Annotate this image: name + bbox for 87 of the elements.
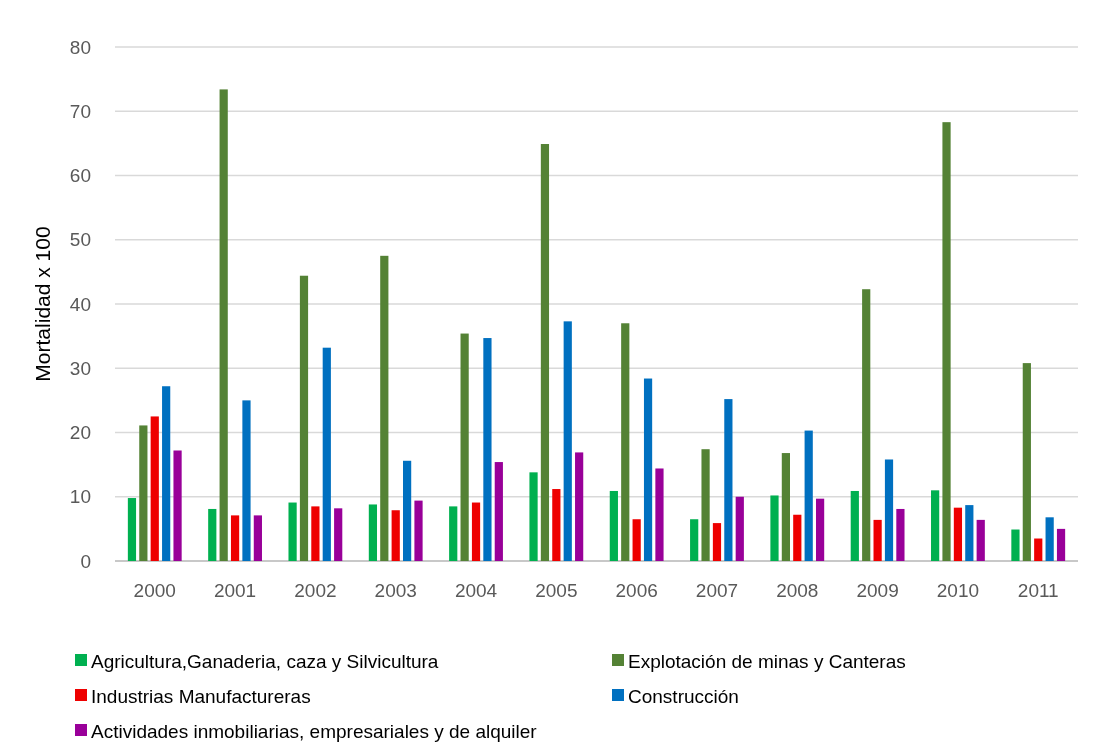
bar	[529, 472, 538, 561]
y-tick-label: 10	[69, 486, 91, 508]
bar	[162, 386, 171, 561]
bar	[724, 399, 733, 561]
bar	[953, 507, 963, 561]
bar	[1011, 529, 1020, 561]
y-tick-label: 20	[69, 422, 91, 444]
bar	[173, 450, 182, 561]
bar	[299, 275, 309, 561]
bar	[552, 489, 561, 561]
y-axis-title: Mortalidad x 100	[31, 226, 54, 382]
bar	[368, 504, 378, 561]
bar	[380, 255, 389, 561]
bar	[793, 514, 802, 561]
bar	[322, 347, 331, 561]
bar	[253, 515, 262, 561]
bar	[896, 508, 905, 561]
bar	[334, 508, 343, 561]
bar	[643, 378, 653, 561]
bar	[873, 519, 882, 561]
bar	[735, 496, 744, 561]
bar	[632, 519, 641, 561]
bar	[770, 495, 779, 561]
bar	[219, 89, 228, 561]
x-tick-label: 2005	[535, 580, 578, 601]
bar	[712, 523, 722, 561]
bar	[815, 498, 825, 561]
bar	[150, 416, 159, 561]
x-tick-label: 2009	[856, 580, 899, 601]
y-tick-label: 70	[69, 100, 91, 122]
bar	[609, 490, 618, 561]
bar	[1045, 517, 1054, 561]
bar	[403, 460, 412, 561]
bar	[311, 506, 320, 561]
bar	[483, 338, 492, 561]
bar	[655, 468, 664, 561]
bar	[701, 449, 710, 561]
x-tick-label: 2010	[936, 580, 980, 601]
bar	[1056, 528, 1066, 561]
legend-label: Actividades inmobiliarias, empresariales y de alquiler	[91, 720, 538, 742]
x-tick-label: 2004	[454, 580, 498, 601]
y-tick-label: 0	[80, 550, 91, 572]
bar	[621, 323, 630, 561]
y-tick-label: 80	[69, 36, 91, 58]
bar	[575, 452, 584, 561]
x-tick-label: 2008	[776, 580, 819, 601]
bar	[884, 459, 894, 561]
bar	[288, 502, 297, 561]
legend-label: Explotación de minas y Canteras	[628, 650, 906, 672]
bar	[127, 498, 137, 561]
bar	[414, 500, 423, 561]
bar	[208, 508, 217, 561]
bar	[850, 490, 859, 561]
bar	[471, 502, 481, 561]
bar	[931, 490, 940, 561]
y-tick-label: 50	[69, 229, 91, 251]
bar	[494, 462, 503, 561]
bar	[965, 505, 974, 561]
bar	[804, 430, 813, 561]
bar	[391, 510, 400, 561]
y-tick-label: 40	[69, 293, 91, 315]
y-tick-label: 30	[69, 357, 91, 379]
x-tick-label: 2011	[1017, 580, 1059, 601]
x-tick-label: 2000	[133, 580, 176, 601]
bar	[449, 506, 458, 561]
bar	[1034, 538, 1043, 561]
bar	[690, 519, 699, 561]
x-tick-label: 2001	[213, 580, 257, 601]
bar	[139, 425, 148, 561]
bar	[242, 400, 251, 561]
bar	[1022, 363, 1031, 561]
bar	[781, 453, 790, 561]
legend-label: Agricultura,Ganaderia, caza y Silvicultura	[91, 650, 439, 672]
bar	[976, 519, 985, 561]
legend-label: Industrias Manufactureras	[91, 685, 311, 707]
x-tick-label: 2006	[615, 580, 658, 601]
bar	[540, 144, 550, 561]
legend-label: Construcción	[628, 685, 739, 707]
bar	[563, 321, 572, 561]
x-tick-label: 2002	[294, 580, 337, 601]
bar	[460, 333, 469, 561]
bar	[862, 289, 871, 561]
y-tick-label: 60	[69, 165, 91, 187]
bar	[942, 122, 951, 561]
bar	[230, 515, 240, 561]
x-tick-label: 2003	[374, 580, 417, 601]
x-tick-label: 2007	[695, 580, 739, 601]
